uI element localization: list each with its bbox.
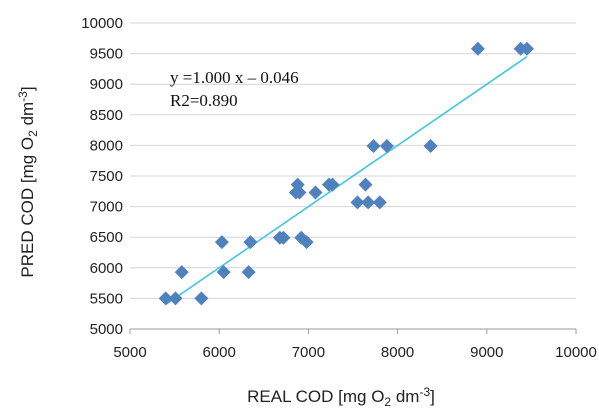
data-point <box>292 185 307 200</box>
y-tick-label: 9000 <box>90 76 123 93</box>
data-point <box>216 265 231 280</box>
trendline <box>165 56 528 306</box>
data-point <box>372 195 387 210</box>
r2-text: R2=0.890 <box>170 91 238 110</box>
data-point <box>243 235 258 250</box>
data-point <box>241 265 256 280</box>
y-tick-label: 5500 <box>90 290 123 307</box>
y-tick-label: 9500 <box>90 46 123 63</box>
y-tick-label: 7000 <box>90 199 123 216</box>
y-tick-label: 5000 <box>90 321 123 338</box>
y-tick-label: 7500 <box>90 168 123 185</box>
x-tick-label: 8000 <box>381 344 414 361</box>
x-tick-label: 6000 <box>203 344 236 361</box>
data-point <box>158 291 173 306</box>
data-point <box>358 177 373 192</box>
y-tick-label: 6000 <box>90 260 123 277</box>
y-tick-label: 8000 <box>90 137 123 154</box>
data-point <box>361 195 376 210</box>
data-point <box>350 195 365 210</box>
data-point <box>276 230 291 245</box>
data-point <box>174 265 189 280</box>
x-tick-label: 10000 <box>555 344 597 361</box>
data-point <box>168 291 183 306</box>
x-tick-label: 7000 <box>292 344 325 361</box>
y-tick-label: 6500 <box>90 229 123 246</box>
data-point <box>325 177 340 192</box>
data-point <box>379 139 394 154</box>
y-axis-title: PRED COD [mg O2 dm-3] <box>16 86 40 277</box>
x-tick-label: 9000 <box>470 344 503 361</box>
data-point <box>299 235 314 250</box>
data-points <box>158 41 534 306</box>
data-point <box>214 235 229 250</box>
x-tick-label: 5000 <box>113 344 146 361</box>
x-axis-title: REAL COD [mg O2 dm-3] <box>247 385 435 409</box>
x-tick-labels: 5000 6000 7000 8000 9000 10000 <box>113 329 597 361</box>
y-tick-labels: 5000 5500 6000 6500 7000 7500 8000 8500 9000 9500… <box>81 15 123 338</box>
data-point <box>308 185 323 200</box>
y-tick-label: 10000 <box>81 15 123 32</box>
data-point <box>366 139 381 154</box>
data-point <box>423 139 438 154</box>
y-tick-label: 8500 <box>90 107 123 124</box>
grid <box>130 22 576 299</box>
data-point <box>519 41 534 56</box>
equation-text: y =1.000 x – 0.046 <box>170 68 299 87</box>
data-point <box>470 41 485 56</box>
data-point <box>194 291 209 306</box>
